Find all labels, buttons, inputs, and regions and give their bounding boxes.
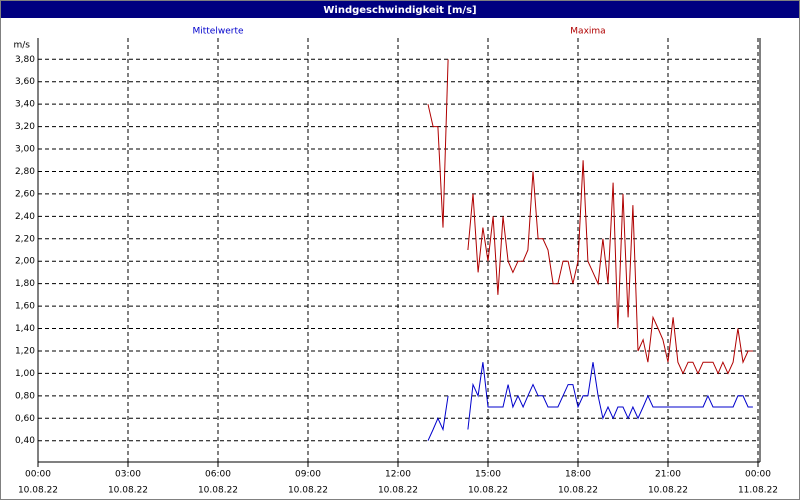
y-tick-label: 3,80 bbox=[15, 55, 35, 65]
y-tick-label: 1,00 bbox=[15, 369, 35, 379]
x-tick-label: 00:00 bbox=[25, 470, 51, 480]
x-tick-label: 21:00 bbox=[655, 470, 681, 480]
y-tick-label: 3,00 bbox=[15, 145, 35, 155]
y-tick-label: 3,60 bbox=[15, 77, 35, 87]
y-tick-label: 1,60 bbox=[15, 302, 35, 312]
y-tick-label: 0,80 bbox=[15, 391, 35, 401]
x-tick-label: 09:00 bbox=[295, 470, 321, 480]
x-tick-date: 10.08.22 bbox=[18, 486, 58, 496]
y-tick-label: 0,40 bbox=[15, 436, 35, 446]
y-tick-label: 3,40 bbox=[15, 100, 35, 110]
x-tick-date: 10.08.22 bbox=[198, 486, 238, 496]
x-tick-label: 15:00 bbox=[475, 470, 501, 480]
x-tick-label: 18:00 bbox=[565, 470, 591, 480]
y-tick-label: 1,20 bbox=[15, 346, 35, 356]
y-axis-label: m/s bbox=[14, 41, 31, 51]
legend-entry: Maxima bbox=[570, 27, 605, 37]
x-tick-date: 10.08.22 bbox=[468, 486, 508, 496]
data-line bbox=[427, 362, 753, 441]
y-tick-label: 2,20 bbox=[15, 234, 35, 244]
y-tick-label: 1,40 bbox=[15, 324, 35, 334]
y-tick-label: 0,60 bbox=[15, 414, 35, 424]
y-tick-label: 2,00 bbox=[15, 257, 35, 267]
x-tick-date: 10.08.22 bbox=[558, 486, 598, 496]
y-tick-label: 2,40 bbox=[15, 212, 35, 222]
y-tick-label: 3,20 bbox=[15, 122, 35, 132]
chart-title: Windgeschwindigkeit [m/s] bbox=[323, 5, 476, 16]
x-tick-date: 10.08.22 bbox=[108, 486, 148, 496]
x-tick-date: 10.08.22 bbox=[378, 486, 418, 496]
y-tick-label: 1,80 bbox=[15, 279, 35, 289]
x-tick-date: 11.08.22 bbox=[738, 486, 778, 496]
x-tick-date: 10.08.22 bbox=[648, 486, 688, 496]
x-tick-label: 03:00 bbox=[115, 470, 141, 480]
legend-entry: Mittelwerte bbox=[192, 27, 243, 37]
title-bar bbox=[1, 1, 799, 18]
y-tick-label: 2,80 bbox=[15, 167, 35, 177]
data-line bbox=[427, 59, 753, 375]
x-tick-date: 10.08.22 bbox=[288, 486, 328, 496]
x-tick-label: 12:00 bbox=[385, 470, 411, 480]
x-tick-label: 06:00 bbox=[205, 470, 231, 480]
x-tick-label: 00:00 bbox=[745, 470, 771, 480]
y-tick-label: 2,60 bbox=[15, 189, 35, 199]
